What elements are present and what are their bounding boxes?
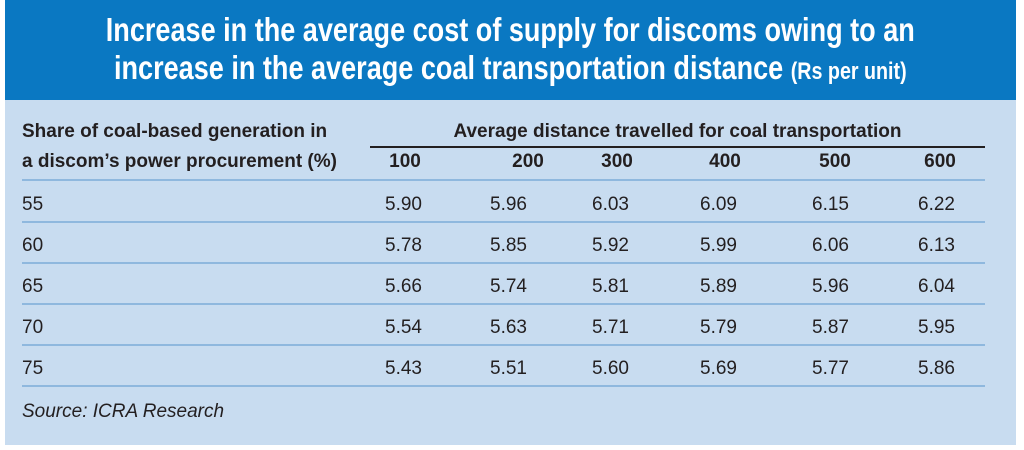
table-cell: 5.77	[812, 358, 849, 379]
row-divider	[22, 303, 985, 305]
row-header-line-2: a discom’s power procurement (%)	[22, 151, 337, 172]
row-divider	[22, 179, 985, 181]
table-cell: 5.90	[385, 194, 422, 215]
table-cell: 6.04	[918, 276, 955, 297]
title-banner: Increase in the average cost of supply f…	[5, 0, 1016, 100]
table-panel	[5, 100, 1016, 445]
table-cell: 5.95	[918, 317, 955, 338]
title-line-2: increase in the average coal transportat…	[5, 50, 1016, 90]
row-label: 70	[22, 317, 44, 338]
row-divider	[22, 344, 985, 346]
table-cell: 5.74	[490, 276, 527, 297]
source-note: Source: ICRA Research	[22, 401, 225, 422]
column-group-rule	[370, 146, 985, 148]
table-cell: 5.60	[592, 358, 629, 379]
table-cell: 5.85	[490, 235, 527, 256]
table-cell: 6.15	[812, 194, 849, 215]
title-text-2: increase in the average coal transportat…	[114, 49, 784, 86]
table-cell: 5.96	[812, 276, 849, 297]
table-cell: 5.54	[385, 317, 422, 338]
column-header: 100	[389, 151, 421, 172]
column-header: 200	[512, 151, 544, 172]
row-label: 55	[22, 194, 44, 215]
column-header: 600	[924, 151, 956, 172]
title-text-1: Increase in the average cost of supply f…	[105, 11, 915, 48]
table-cell: 5.71	[592, 317, 629, 338]
column-group-header: Average distance travelled for coal tran…	[453, 121, 902, 142]
title-line-1: Increase in the average cost of supply f…	[5, 12, 1016, 48]
column-header: 500	[819, 151, 851, 172]
table-cell: 6.13	[918, 235, 955, 256]
table-cell: 5.92	[592, 235, 629, 256]
table-cell: 5.86	[918, 358, 955, 379]
table-cell: 6.03	[592, 194, 629, 215]
table-cell: 5.69	[700, 358, 737, 379]
row-label: 65	[22, 276, 44, 297]
row-header-line-1: Share of coal-based generation in	[22, 121, 328, 142]
table-cell: 5.43	[385, 358, 422, 379]
table-cell: 5.81	[592, 276, 629, 297]
table-cell: 6.09	[700, 194, 737, 215]
table-cell: 5.89	[700, 276, 737, 297]
table-cell: 6.22	[918, 194, 955, 215]
row-divider	[22, 221, 985, 223]
table-cell: 5.51	[490, 358, 527, 379]
table-cell: 5.99	[700, 235, 737, 256]
table-cell: 5.96	[490, 194, 527, 215]
table-cell: 5.79	[700, 317, 737, 338]
table-cell: 6.06	[812, 235, 849, 256]
title-unit: (Rs per unit)	[790, 58, 907, 85]
table-cell: 5.78	[385, 235, 422, 256]
row-label: 60	[22, 235, 44, 256]
column-header: 400	[709, 151, 741, 172]
row-divider	[22, 385, 985, 387]
table-cell: 5.63	[490, 317, 527, 338]
row-divider	[22, 262, 985, 264]
row-label: 75	[22, 358, 44, 379]
table-cell: 5.66	[385, 276, 422, 297]
column-header: 300	[601, 151, 633, 172]
table-cell: 5.87	[812, 317, 849, 338]
